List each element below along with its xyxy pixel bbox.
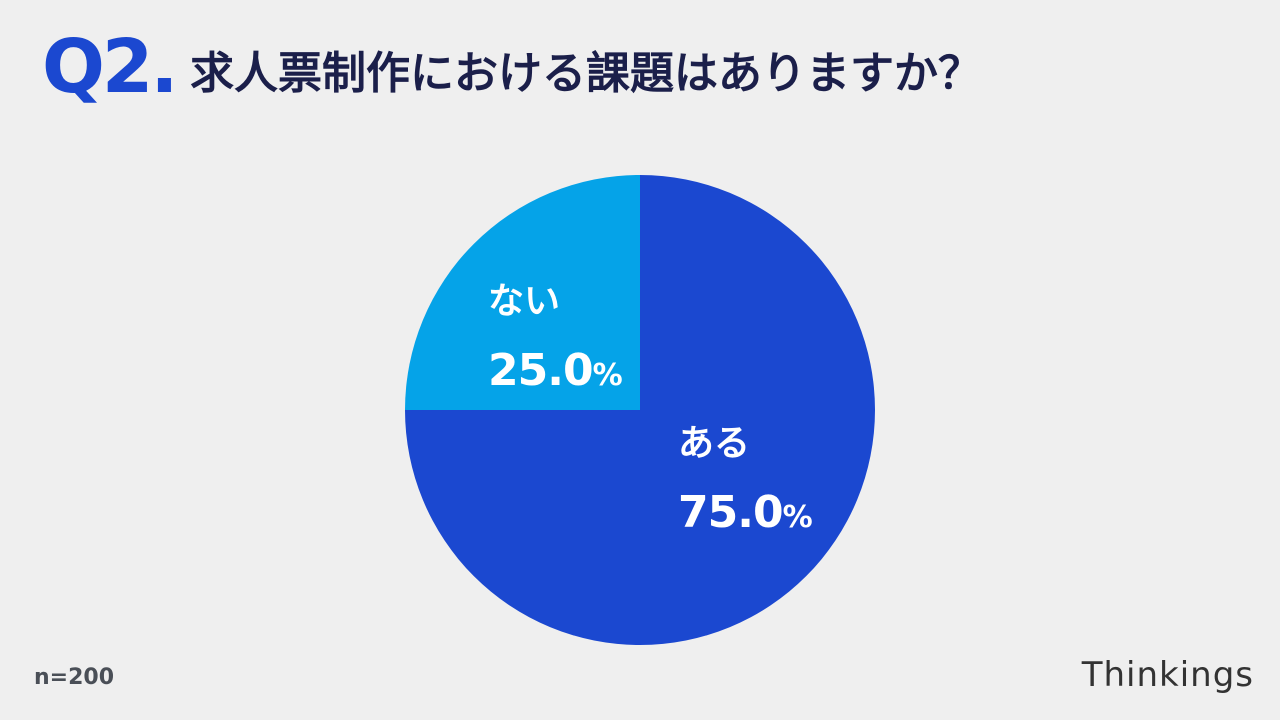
slice-label-1: ある [678,423,750,464]
brand-logo: Thinkings [1081,655,1254,695]
slice-label-2: ない [488,281,560,322]
slice-value-2: 25.0% [488,345,623,396]
slice-value-1: 75.0% [678,487,813,538]
pie-slice-2 [405,175,640,410]
question-title: 求人票制作における課題はありますか？ [190,48,982,99]
sample-size: n=200 [34,665,115,690]
question-number: Q2. [42,24,179,110]
